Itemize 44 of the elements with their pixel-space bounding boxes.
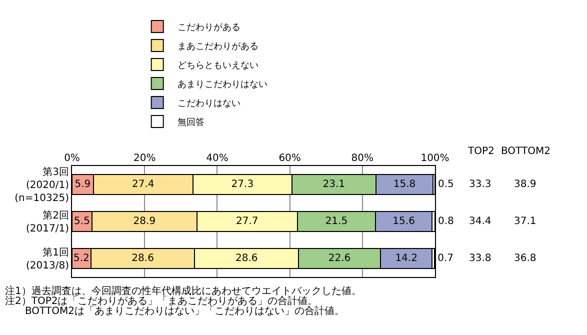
data-label: 28.6 (235, 253, 258, 264)
text: TOP2 (467, 146, 494, 157)
data-label: 27.4 (132, 179, 154, 190)
y-tick-label: 第1回 (2013/8) (26, 246, 70, 272)
x-tick-label: 0% (64, 153, 80, 164)
data-label: 15.6 (392, 216, 415, 228)
text: 38.9 (514, 179, 536, 190)
text: 33.3 (469, 179, 492, 190)
x-tick-label: 20% (133, 153, 156, 164)
text: 34.4 (469, 216, 492, 227)
legend-label: どちらともいえない (177, 61, 258, 72)
data-label: 5.9 (74, 179, 91, 190)
data-label: 5.5 (74, 216, 90, 228)
data-label: 28.9 (133, 216, 156, 228)
text: 注2）TOP2は「こだわりがある」「まあこだわりがある」の合計値。 (5, 295, 318, 307)
data-label: 28.6 (132, 253, 154, 264)
data-label: 5.2 (73, 253, 90, 264)
x-tick-label: 100% (420, 153, 450, 164)
data-label: 0.7 (438, 253, 454, 264)
text: BOTTOM2 (501, 146, 550, 157)
legend-label: あまりこだわりはない (177, 80, 268, 90)
x-tick-label: 40% (206, 153, 228, 164)
y-tick-label: 第3回 (2020/1) (n=10325) (14, 166, 70, 204)
x-tick-label: 60% (278, 153, 301, 164)
text: 33.8 (469, 253, 492, 264)
x-tick-label: 80% (351, 153, 374, 164)
data-label: 15.8 (393, 179, 416, 190)
data-label: 21.5 (325, 216, 348, 228)
legend-label: こだわりはない (177, 99, 240, 110)
data-label: 0.8 (438, 216, 454, 228)
data-label: 0.5 (438, 179, 454, 190)
text: 注1）過去調査は、今回調査の性年代構成比にあわせてウエイトバックした値。 (5, 285, 362, 297)
text: BOTTOM2は「あまりこだわりはない」「こだわりはない」の合計値。 (5, 305, 344, 317)
data-label: 27.7 (236, 216, 258, 228)
text: 37.1 (514, 216, 536, 227)
legend-label: 無回答 (177, 117, 204, 128)
data-label: 22.6 (328, 253, 351, 264)
data-label: 23.1 (322, 179, 346, 190)
legend-label: こだわりがある (177, 23, 240, 34)
legend-label: まあこだわりがある (177, 42, 258, 52)
text: 36.8 (514, 253, 536, 264)
y-tick-label: 第2回 (2017/1) (26, 210, 70, 234)
data-label: 27.3 (231, 179, 254, 190)
data-label: 14.2 (395, 253, 418, 264)
